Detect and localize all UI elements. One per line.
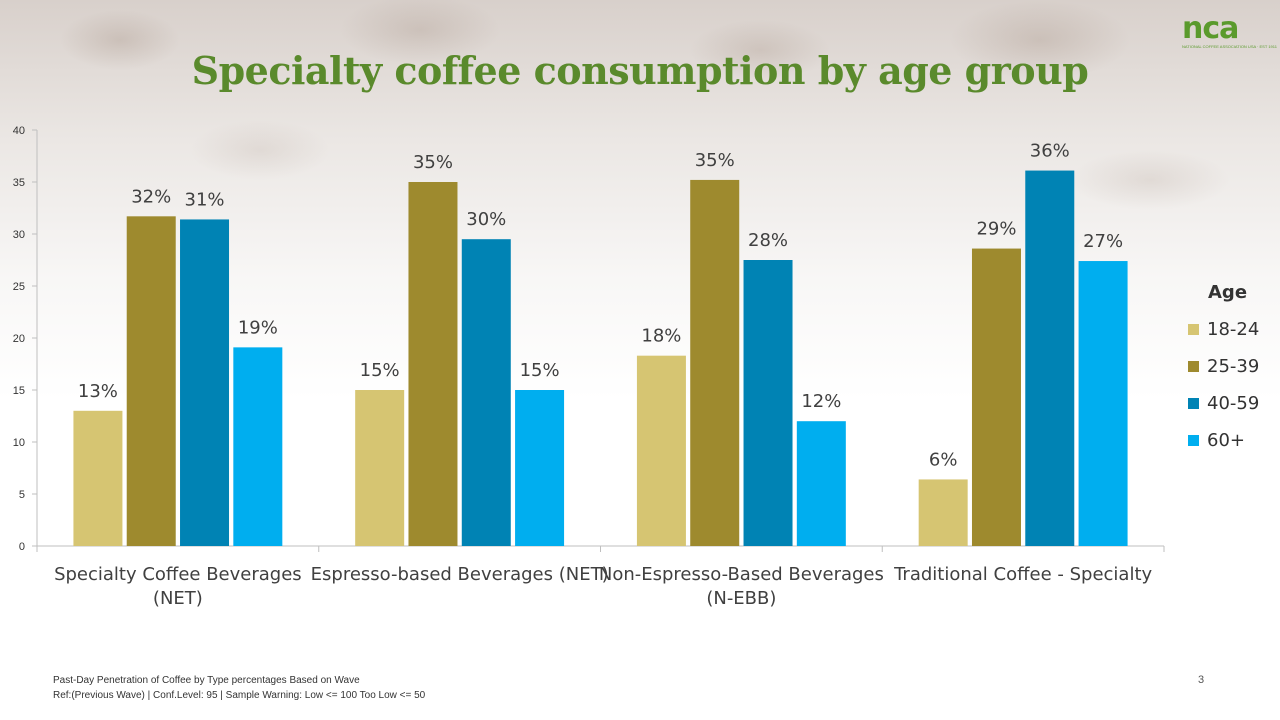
bar	[73, 410, 123, 546]
bar	[1025, 170, 1075, 546]
legend-items: 18-24 25-39 40-59 60+	[1188, 311, 1274, 459]
bar	[918, 479, 968, 546]
bar	[971, 248, 1021, 546]
legend-item: 40-59	[1188, 385, 1274, 422]
legend-label: 60+	[1207, 430, 1245, 451]
data-label: 27%	[1083, 231, 1123, 252]
legend-item: 25-39	[1188, 348, 1274, 385]
data-label: 19%	[238, 317, 278, 338]
data-label: 28%	[748, 230, 788, 251]
slide-title: Specialty coffee consumption by age grou…	[191, 48, 1089, 93]
bar	[355, 390, 405, 546]
data-label: 6%	[929, 449, 958, 470]
legend-label: 25-39	[1207, 356, 1260, 377]
legend-item: 60+	[1188, 422, 1274, 459]
data-label: 13%	[78, 381, 118, 402]
legend-swatch	[1188, 324, 1199, 335]
page-number: 3	[1198, 674, 1205, 686]
bar	[126, 216, 176, 546]
legend-swatch	[1188, 398, 1199, 409]
bar	[515, 390, 565, 546]
legend-title: Age	[1208, 282, 1248, 303]
legend-swatch	[1188, 435, 1199, 446]
data-label: 32%	[131, 186, 171, 207]
y-tick-label: 25	[13, 281, 25, 293]
footer-line-2: Ref:(Previous Wave) | Conf.Level: 95 | S…	[53, 690, 426, 701]
data-label: 30%	[466, 209, 506, 230]
y-tick-label: 15	[13, 385, 25, 397]
bar	[408, 182, 458, 546]
category-label: Traditional Coffee - Specialty	[893, 564, 1152, 585]
legend-label: 40-59	[1207, 393, 1260, 414]
footer-note: Past-Day Penetration of Coffee by Type p…	[53, 673, 425, 703]
y-tick-label: 35	[13, 177, 25, 189]
y-tick-label: 0	[19, 541, 25, 553]
category-label: Specialty Coffee Beverages	[54, 564, 302, 585]
bar	[743, 260, 793, 546]
legend-item: 18-24	[1188, 311, 1274, 348]
bar	[180, 219, 230, 546]
data-label: 18%	[641, 326, 681, 347]
category-label: Espresso-based Beverages (NET)	[311, 564, 609, 585]
bar	[1078, 261, 1128, 546]
data-label: 35%	[413, 152, 453, 173]
bar	[796, 421, 846, 546]
chart-legend: Age 18-24 25-39 40-59 60+	[1188, 282, 1274, 459]
legend-label: 18-24	[1207, 319, 1260, 340]
data-label: 29%	[976, 219, 1016, 240]
data-label: 36%	[1030, 141, 1070, 162]
category-label: (N-EBB)	[706, 588, 776, 609]
y-tick-label: 40	[13, 125, 25, 137]
data-label: 35%	[695, 150, 735, 171]
data-label: 15%	[360, 360, 400, 381]
y-tick-label: 5	[19, 489, 25, 501]
nca-logo: nca NATIONAL COFFEE ASSOCIATION USA · ES…	[1182, 11, 1277, 50]
y-tick-label: 30	[13, 229, 25, 241]
category-label: (NET)	[153, 588, 203, 609]
logo-text: nca	[1182, 11, 1239, 46]
category-label: Non-Espresso-Based Beverages	[599, 564, 884, 585]
data-label: 15%	[520, 360, 560, 381]
y-tick-label: 10	[13, 437, 25, 449]
footer-line-1: Past-Day Penetration of Coffee by Type p…	[53, 675, 360, 686]
y-tick-label: 20	[13, 333, 25, 345]
bar	[636, 355, 686, 546]
bar	[461, 239, 511, 546]
bar	[690, 179, 740, 547]
logo-subtext: NATIONAL COFFEE ASSOCIATION USA · EST 19…	[1182, 44, 1277, 49]
data-label: 31%	[185, 189, 225, 210]
legend-swatch	[1188, 361, 1199, 372]
data-label: 12%	[801, 391, 841, 412]
bar	[233, 347, 283, 546]
